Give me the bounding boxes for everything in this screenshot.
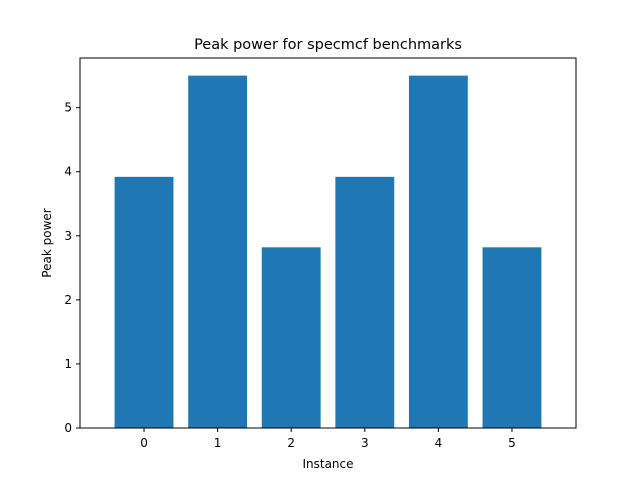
bar-2 xyxy=(261,247,321,428)
y-tick-label-2: 2 xyxy=(64,293,72,307)
y-tick-label-1: 1 xyxy=(64,357,72,371)
chart-title: Peak power for specmcf benchmarks xyxy=(194,37,462,53)
x-tick-label-3: 3 xyxy=(361,436,369,450)
bar-4 xyxy=(408,75,468,429)
y-tick-label-3: 3 xyxy=(64,229,72,243)
bars xyxy=(114,75,542,429)
x-axis-title: Instance xyxy=(302,457,353,471)
bar-0 xyxy=(114,176,174,428)
y-tick-label-0: 0 xyxy=(64,421,72,435)
y-axis-ticks: 0 1 2 3 4 5 xyxy=(64,101,80,435)
x-tick-label-0: 0 xyxy=(140,436,148,450)
bar-5 xyxy=(482,247,542,428)
y-axis-title: Peak power xyxy=(40,208,54,277)
x-tick-label-5: 5 xyxy=(508,436,516,450)
x-tick-label-1: 1 xyxy=(214,436,222,450)
x-axis-ticks: 0 1 2 3 4 5 xyxy=(140,428,516,450)
x-tick-label-4: 4 xyxy=(435,436,443,450)
y-tick-label-4: 4 xyxy=(64,165,72,179)
plot-frame xyxy=(79,57,577,429)
bar-3 xyxy=(335,176,395,428)
y-tick-label-5: 5 xyxy=(64,101,72,115)
bar-1 xyxy=(188,75,248,429)
x-tick-label-2: 2 xyxy=(287,436,295,450)
